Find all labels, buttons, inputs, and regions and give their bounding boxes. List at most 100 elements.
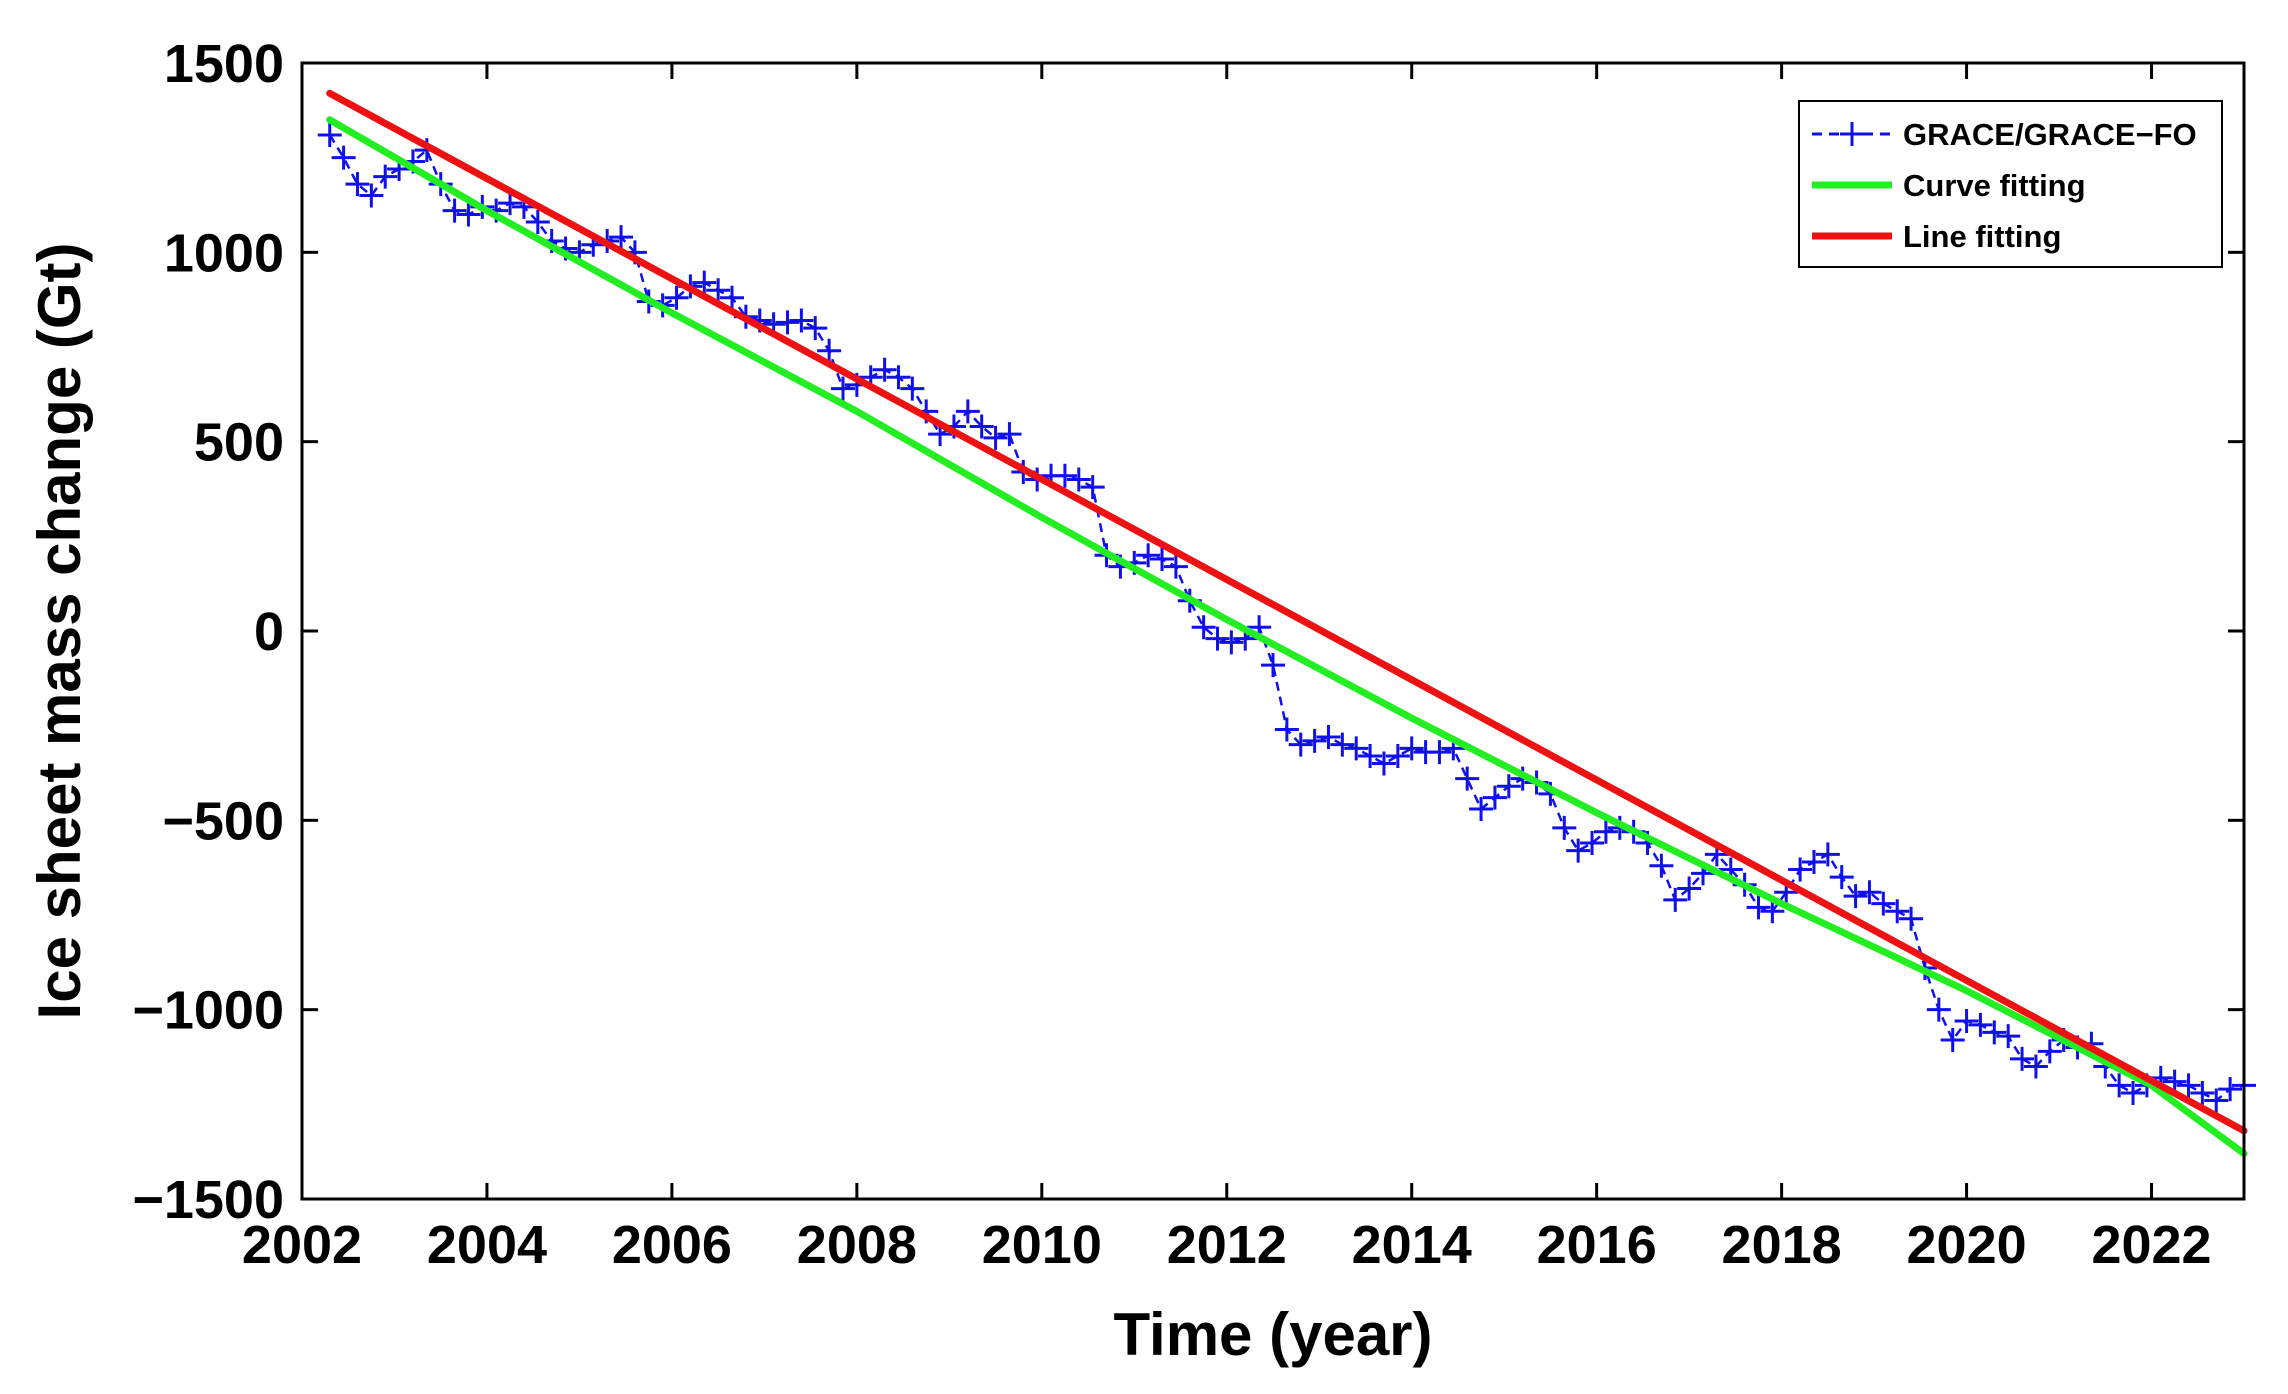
grace-point: [664, 285, 689, 310]
grace-point: [1066, 467, 1091, 492]
grace-point: [1191, 615, 1216, 640]
grace-point: [1788, 857, 1813, 882]
grace-point: [969, 414, 994, 439]
grace-point: [720, 285, 745, 310]
x-tick-label: 2008: [797, 1215, 917, 1275]
grace-point: [692, 270, 717, 295]
grace-point: [1566, 838, 1591, 863]
grace-point: [1136, 543, 1161, 568]
grace-point: [1580, 831, 1605, 856]
grace-point: [1843, 884, 1868, 909]
grace-point: [1552, 815, 1577, 840]
y-tick-label: −500: [162, 791, 284, 851]
grace-point: [1593, 819, 1618, 844]
grace-point: [1760, 899, 1785, 924]
grace-point: [1982, 1020, 2007, 1045]
grace-point: [2204, 1088, 2229, 1113]
grace-point: [1677, 876, 1702, 901]
x-tick-label: 2022: [2091, 1215, 2211, 1275]
x-tick-label: 2010: [982, 1215, 1102, 1275]
grace-point: [1482, 785, 1507, 810]
grace-point: [775, 310, 800, 335]
grace-point: [1940, 1027, 1965, 1052]
grace-point: [1052, 463, 1077, 488]
grace-point: [1899, 906, 1924, 931]
y-tick-label: 1500: [164, 34, 284, 94]
legend: GRACE/GRACE−FO Curve fitting Line fittin…: [1798, 100, 2223, 268]
grace-point: [1316, 725, 1341, 750]
grace-point: [1649, 853, 1674, 878]
x-tick-label: 2004: [427, 1215, 547, 1275]
grace-point: [345, 172, 370, 197]
grace-point: [1954, 1009, 1979, 1034]
grace-point: [1288, 732, 1313, 757]
grace-point: [900, 376, 925, 401]
grace-point: [373, 164, 398, 189]
grace-point: [1746, 895, 1771, 920]
grace-point: [1205, 626, 1230, 651]
grace-point: [983, 425, 1008, 450]
grace-point: [2121, 1080, 2146, 1105]
grace-point: [789, 308, 814, 333]
grace-point: [1399, 736, 1424, 761]
grace-point: [1996, 1024, 2021, 1049]
x-tick-label: 2012: [1167, 1215, 1287, 1275]
legend-label-grace: GRACE/GRACE−FO: [1903, 117, 2197, 152]
grace-point: [609, 225, 634, 250]
series-curve-fitting: [326, 116, 2248, 1158]
grace-point: [1885, 899, 1910, 924]
grace-point: [1968, 1012, 1993, 1037]
grace-point: [2010, 1046, 2035, 1071]
y-axis-title: Ice sheet mass change (Gt): [26, 243, 93, 1020]
grace-point: [817, 338, 842, 363]
grace-point: [2023, 1054, 2048, 1079]
grace-point: [1080, 475, 1105, 500]
x-axis-title: Time (year): [1113, 1301, 1432, 1368]
x-tick-label: 2014: [1352, 1215, 1472, 1275]
grace-point: [1219, 630, 1244, 655]
y-tick-label: 0: [254, 602, 284, 662]
grace-point: [955, 399, 980, 424]
grace-point: [1815, 842, 1840, 867]
grace-point: [706, 278, 731, 303]
y-tick-label: −1500: [132, 1170, 284, 1230]
grace-point: [1926, 997, 1951, 1022]
grace-point: [442, 198, 467, 223]
grace-point: [1344, 736, 1369, 761]
grace-point: [1469, 796, 1494, 821]
legend-label-line: Line fitting: [1903, 219, 2061, 254]
x-tick-label: 2020: [1907, 1215, 2027, 1275]
y-tick-label: 1000: [164, 223, 284, 283]
grace-point: [1302, 728, 1327, 753]
grace-point: [1663, 887, 1688, 912]
y-tick-label: −1000: [132, 981, 284, 1041]
grace-point: [1801, 849, 1826, 874]
grace-point: [872, 357, 897, 382]
grace-point: [2190, 1080, 2215, 1105]
grace-point: [803, 316, 828, 341]
grace-point: [997, 422, 1022, 447]
grace-point: [2176, 1073, 2201, 1098]
x-tick-label: 2002: [242, 1215, 362, 1275]
x-tick-label: 2018: [1722, 1215, 1842, 1275]
grace-point: [1150, 547, 1175, 572]
grace-point: [830, 376, 855, 401]
grace-point: [331, 145, 356, 170]
grace-point: [886, 365, 911, 390]
grace-point: [1261, 653, 1285, 678]
grace-point: [1385, 743, 1410, 768]
grace-point: [1427, 740, 1452, 765]
grace-point: [1274, 717, 1299, 742]
grace-point: [456, 202, 481, 227]
grace-point: [2218, 1077, 2243, 1102]
grace-point: [1857, 880, 1882, 905]
series-line-fitting: [326, 89, 2248, 1135]
grace-point: [1455, 766, 1480, 791]
legend-label-curve: Curve fitting: [1903, 168, 2086, 203]
grace-point: [1871, 891, 1896, 916]
legend-marker-grace: [1840, 122, 1864, 146]
grace-point: [1330, 732, 1355, 757]
grace-point: [2107, 1073, 2132, 1098]
grace-point: [498, 191, 523, 216]
